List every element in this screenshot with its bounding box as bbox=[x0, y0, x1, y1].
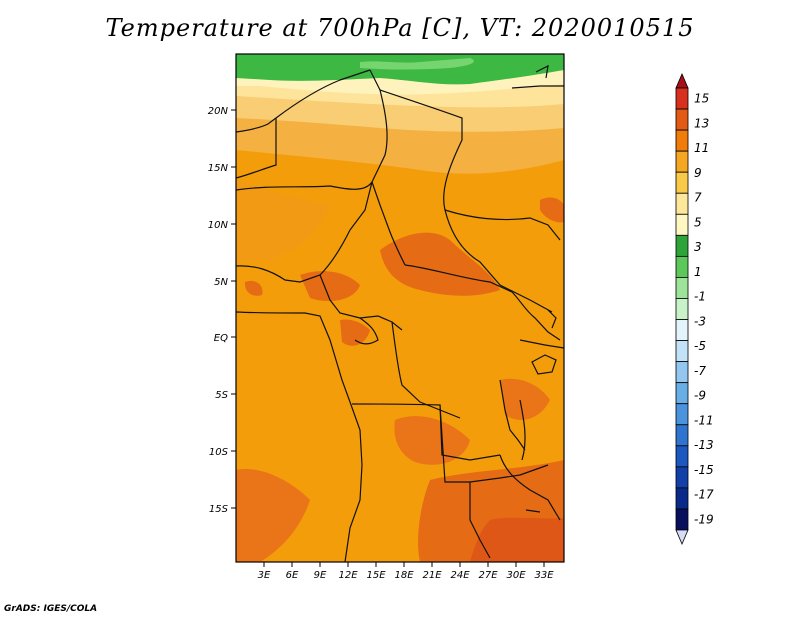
lon-tick-label: 9E bbox=[314, 570, 327, 581]
colorbar-segment bbox=[675, 150, 689, 173]
colorbar-segment bbox=[675, 445, 689, 468]
colorbar-label: -17 bbox=[694, 488, 714, 502]
grads-credit: GrADS: IGES/COLA bbox=[4, 604, 98, 614]
latitude-axis: 20N 15N 10N 5N EQ 5S 10S 15S bbox=[208, 106, 236, 515]
longitude-axis: 3E 6E 9E 12E 15E 18E 21E 24E 27E 30E 33E bbox=[258, 562, 554, 581]
colorbar-min-triangle bbox=[675, 529, 689, 546]
colorbar-label: -13 bbox=[694, 438, 714, 452]
colorbar-segment bbox=[675, 87, 689, 110]
colorbar-label: -15 bbox=[694, 463, 714, 477]
colorbar-label: 5 bbox=[694, 215, 702, 229]
colorbar-segment bbox=[675, 171, 689, 194]
lat-tick-label: 5S bbox=[215, 390, 228, 401]
colorbar-segment bbox=[675, 213, 689, 236]
colorbar-max-triangle bbox=[675, 72, 689, 89]
colorbar-segment bbox=[675, 192, 689, 215]
lat-tick-label: 15S bbox=[209, 504, 229, 515]
colorbar-label: 1 bbox=[694, 265, 702, 279]
colorbar-segment bbox=[675, 382, 689, 405]
colorbar-segment bbox=[675, 487, 689, 510]
colorbar-label: -9 bbox=[694, 389, 706, 403]
colorbar-segment bbox=[675, 340, 689, 363]
lat-tick-label: 15N bbox=[208, 163, 229, 174]
lon-tick-label: 15E bbox=[366, 570, 386, 581]
colorbar-label: -3 bbox=[694, 314, 706, 328]
lon-tick-label: 6E bbox=[286, 570, 299, 581]
colorbar-label: -1 bbox=[694, 290, 706, 304]
lat-tick-label: 10S bbox=[209, 447, 229, 458]
colorbar-label: 15 bbox=[694, 92, 709, 106]
lon-tick-label: 12E bbox=[338, 570, 358, 581]
lon-tick-label: 21E bbox=[422, 570, 442, 581]
colorbar-segment bbox=[675, 319, 689, 341]
lat-tick-label: 10N bbox=[208, 220, 229, 231]
temperature-field bbox=[236, 54, 564, 562]
colorbar-label: -7 bbox=[694, 364, 706, 378]
colorbar-label: -19 bbox=[694, 512, 714, 526]
lat-tick-label: EQ bbox=[214, 333, 228, 344]
colorbar-segment bbox=[675, 508, 689, 531]
lon-tick-label: 33E bbox=[534, 570, 554, 581]
lon-tick-label: 18E bbox=[394, 570, 414, 581]
colorbar-segment bbox=[675, 277, 689, 299]
lon-tick-label: 30E bbox=[506, 570, 526, 581]
colorbar-label: -5 bbox=[694, 339, 706, 353]
map-title: Temperature at 700hPa [C], VT: 202001051… bbox=[105, 14, 695, 42]
colorbar-segment bbox=[675, 466, 689, 489]
lat-tick-label: 5N bbox=[214, 277, 228, 288]
colorbar-segment bbox=[675, 361, 689, 384]
lon-tick-label: 3E bbox=[258, 570, 271, 581]
colorbar-segment bbox=[675, 403, 689, 426]
country-borders bbox=[236, 64, 564, 562]
colorbar: 15 13 11 9 7 5 3 1 -1 -3 -5 -7 -9 -11 -13 -15 -17 -19 bbox=[675, 72, 714, 546]
colorbar-segment bbox=[675, 129, 689, 152]
lon-tick-label: 24E bbox=[450, 570, 470, 581]
colorbar-label: 11 bbox=[694, 141, 709, 155]
colorbar-label: 13 bbox=[694, 116, 709, 130]
colorbar-segment bbox=[675, 255, 689, 278]
lat-tick-label: 20N bbox=[208, 106, 229, 117]
colorbar-label: 9 bbox=[694, 166, 702, 180]
lon-tick-label: 27E bbox=[478, 570, 498, 581]
map-frame bbox=[235, 53, 565, 563]
colorbar-segment bbox=[675, 234, 689, 257]
colorbar-segment bbox=[675, 424, 689, 447]
colorbar-label: -11 bbox=[694, 413, 714, 427]
colorbar-segment bbox=[675, 108, 689, 131]
colorbar-segment bbox=[675, 298, 689, 320]
colorbar-label: 3 bbox=[694, 240, 702, 254]
colorbar-label: 7 bbox=[694, 191, 702, 205]
